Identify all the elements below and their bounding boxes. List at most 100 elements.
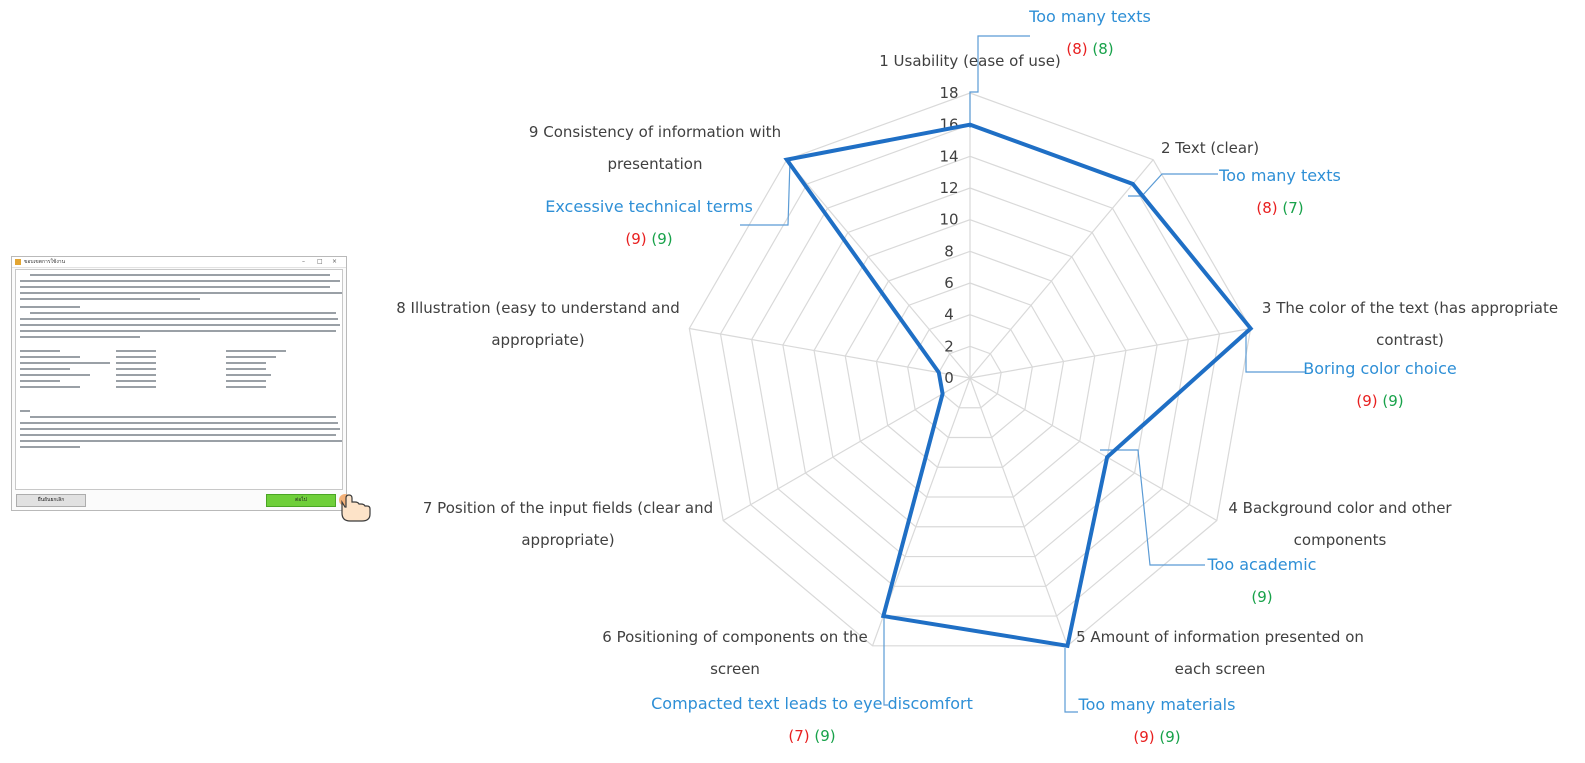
annotation-leader-line — [883, 615, 888, 706]
text-line — [20, 298, 200, 300]
text-line — [116, 368, 156, 370]
text-line — [116, 362, 156, 364]
count-green: (9) — [1155, 728, 1181, 746]
count-green: (9) — [647, 230, 673, 248]
text-line — [226, 380, 266, 382]
count-red: (8) — [1256, 199, 1277, 217]
annotation-counts: (9) — [1251, 588, 1272, 606]
count-red: (9) — [1133, 728, 1154, 746]
close-icon[interactable]: × — [332, 258, 338, 265]
document-text-area[interactable] — [15, 269, 343, 490]
count-red: (7) — [788, 727, 809, 745]
annotation-counts: (8) (8) — [1066, 40, 1113, 58]
annotation-leader-line — [1100, 449, 1205, 566]
tick-label: 2 — [944, 337, 954, 355]
count-green: (7) — [1278, 199, 1304, 217]
annotation-counts: (7) (9) — [788, 727, 835, 745]
window-titlebar: ขอบเขตการใช้งาน – □ × — [12, 257, 346, 268]
text-line — [20, 280, 340, 282]
tick-label: 0 — [944, 369, 954, 387]
count-red: (9) — [1356, 392, 1377, 410]
axis-label: 4 Background color and other components — [1228, 499, 1452, 549]
next-button[interactable]: ต่อไป — [266, 494, 336, 507]
grid-ring — [907, 314, 1034, 439]
cancel-button[interactable]: ยืนยันยกเลิก — [16, 494, 86, 507]
count-green: (9) — [1251, 588, 1272, 606]
text-line — [20, 356, 80, 358]
text-line — [116, 350, 156, 352]
axis-label: 7 Position of the input fields (clear an… — [423, 499, 713, 549]
text-line — [20, 386, 80, 388]
annotation-leader-line — [1128, 173, 1218, 197]
annotation-counts: (9) (9) — [1356, 392, 1403, 410]
tick-label: 18 — [939, 84, 958, 102]
axis-label: 6 Positioning of components on the screen — [602, 628, 867, 678]
axis-spoke — [969, 377, 1218, 522]
text-line — [116, 356, 156, 358]
text-line — [20, 286, 330, 288]
app-icon — [15, 259, 21, 265]
grid-ring — [719, 124, 1221, 617]
axis-spoke — [722, 377, 971, 522]
grid-ring — [875, 282, 1065, 468]
axis-spoke — [969, 327, 1251, 379]
text-line — [226, 386, 266, 388]
app-window-thumbnail: ขอบเขตการใช้งาน – □ × ยืนยันยกเลิก ต่อไป — [11, 256, 371, 522]
axis-spoke — [786, 159, 971, 379]
minimize-icon[interactable]: – — [302, 258, 305, 265]
text-line — [116, 380, 156, 382]
text-line — [20, 362, 110, 364]
annotation-leader-line — [1064, 648, 1078, 713]
axis-labels: 1 Usability (ease of use) 2 Text (clear) 3… — [396, 52, 1558, 678]
axis-label: 8 Illustration (easy to understand and ap… — [396, 299, 680, 349]
tick-label: 8 — [944, 242, 954, 260]
text-line — [20, 368, 70, 370]
count-red: (9) — [625, 230, 646, 248]
annotation-leader-line — [1245, 330, 1305, 373]
text-line — [20, 292, 342, 294]
text-line — [226, 362, 266, 364]
axis-label: 5 Amount of information presented on each… — [1076, 628, 1364, 678]
annotation-text: Too academic — [1207, 555, 1317, 574]
text-line — [20, 330, 336, 332]
annotation-text: Too many materials — [1078, 695, 1236, 714]
text-line — [226, 350, 286, 352]
tick-label: 6 — [944, 274, 954, 292]
text-line — [20, 324, 340, 326]
text-line — [226, 356, 276, 358]
annotation-counts: (9) (9) — [1133, 728, 1180, 746]
axis-label: 2 Text (clear) — [1161, 139, 1259, 157]
text-line — [30, 274, 330, 276]
radar-grid — [688, 92, 1252, 647]
series-line — [783, 122, 1254, 649]
text-line — [226, 368, 266, 370]
text-line — [30, 416, 336, 418]
text-line — [20, 336, 140, 338]
tick-label: 10 — [939, 211, 958, 229]
series — [783, 122, 1254, 649]
text-line — [20, 374, 90, 376]
axis-spoke — [969, 377, 1069, 647]
annotation-counts: (8) (7) — [1256, 199, 1303, 217]
axis-spoke — [969, 159, 1154, 379]
text-line — [20, 434, 336, 436]
axis-label: 1 Usability (ease of use) — [879, 52, 1061, 70]
axis-label: 9 Consistency of information with present… — [529, 123, 781, 173]
text-line — [30, 312, 336, 314]
maximize-icon[interactable]: □ — [317, 258, 323, 265]
text-line — [116, 374, 156, 376]
pointing-hand-icon — [339, 494, 371, 522]
count-green: (9) — [1378, 392, 1404, 410]
text-line — [20, 350, 60, 352]
grid-ring — [751, 155, 1189, 587]
axis-spoke — [689, 327, 971, 379]
count-red: (8) — [1066, 40, 1087, 58]
count-green: (8) — [1088, 40, 1114, 58]
text-line — [20, 380, 60, 382]
grid-ring — [782, 187, 1158, 558]
text-line — [20, 422, 338, 424]
text-line — [116, 386, 156, 388]
count-green: (9) — [810, 727, 836, 745]
annotation-leader-line — [969, 35, 1030, 128]
text-line — [20, 446, 80, 448]
